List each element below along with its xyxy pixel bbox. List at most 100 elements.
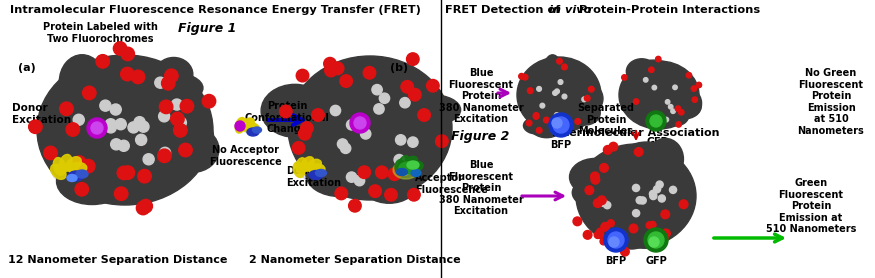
Circle shape	[335, 187, 347, 200]
Circle shape	[408, 137, 418, 147]
Circle shape	[591, 175, 599, 184]
Ellipse shape	[638, 60, 669, 76]
Ellipse shape	[393, 161, 419, 179]
Circle shape	[348, 200, 361, 212]
Circle shape	[235, 121, 245, 131]
Circle shape	[81, 159, 95, 173]
Ellipse shape	[296, 158, 307, 174]
Circle shape	[131, 70, 144, 84]
Circle shape	[679, 110, 684, 115]
Circle shape	[609, 142, 618, 151]
Circle shape	[653, 112, 658, 117]
Circle shape	[604, 228, 628, 252]
Circle shape	[408, 188, 420, 201]
Circle shape	[588, 86, 594, 92]
Ellipse shape	[57, 158, 128, 205]
Text: Separated
Protein
Molecules: Separated Protein Molecules	[578, 103, 634, 136]
Text: 2 Nanometer Separation Distance: 2 Nanometer Separation Distance	[249, 255, 461, 265]
Text: Blue
Fluorescent
Protein
380 Nanometer
Excitation: Blue Fluorescent Protein 380 Nanometer E…	[438, 160, 523, 216]
Circle shape	[686, 73, 691, 78]
Circle shape	[553, 91, 557, 95]
Ellipse shape	[240, 118, 255, 130]
Circle shape	[599, 163, 608, 172]
Ellipse shape	[668, 93, 701, 119]
Circle shape	[555, 89, 559, 94]
Circle shape	[400, 98, 410, 108]
Ellipse shape	[539, 107, 556, 125]
Circle shape	[118, 140, 130, 151]
Circle shape	[692, 97, 697, 102]
Circle shape	[29, 120, 42, 133]
Ellipse shape	[517, 57, 601, 133]
Ellipse shape	[576, 144, 696, 248]
Circle shape	[407, 53, 419, 65]
Ellipse shape	[306, 159, 321, 172]
Ellipse shape	[646, 65, 679, 81]
Text: GFP: GFP	[646, 137, 668, 147]
Circle shape	[117, 166, 130, 180]
Ellipse shape	[616, 227, 648, 249]
Circle shape	[555, 113, 559, 117]
Circle shape	[648, 232, 656, 240]
Text: (a): (a)	[18, 63, 36, 73]
Circle shape	[136, 134, 147, 145]
Text: BFP: BFP	[606, 256, 626, 266]
Circle shape	[652, 238, 659, 245]
Ellipse shape	[404, 157, 417, 168]
Circle shape	[634, 99, 639, 104]
Circle shape	[526, 120, 532, 126]
Circle shape	[593, 199, 602, 207]
Circle shape	[325, 64, 337, 77]
Ellipse shape	[666, 96, 697, 112]
Circle shape	[358, 166, 370, 178]
Circle shape	[369, 185, 382, 197]
Circle shape	[649, 221, 656, 228]
Ellipse shape	[574, 83, 603, 114]
Ellipse shape	[253, 127, 262, 133]
Circle shape	[385, 188, 397, 201]
Ellipse shape	[51, 164, 66, 179]
Circle shape	[604, 202, 611, 209]
Ellipse shape	[660, 196, 691, 222]
Text: Donor
Excitation: Donor Excitation	[12, 103, 71, 125]
Circle shape	[676, 122, 682, 127]
Circle shape	[536, 86, 542, 91]
Circle shape	[105, 122, 116, 133]
Circle shape	[598, 196, 606, 205]
Ellipse shape	[399, 162, 417, 174]
Circle shape	[324, 58, 336, 70]
Circle shape	[661, 234, 668, 241]
Circle shape	[658, 195, 665, 202]
Ellipse shape	[235, 118, 246, 133]
Circle shape	[401, 164, 410, 175]
Ellipse shape	[136, 147, 191, 185]
Ellipse shape	[396, 160, 405, 175]
Ellipse shape	[529, 112, 564, 138]
Circle shape	[591, 172, 599, 181]
Ellipse shape	[155, 58, 192, 91]
Circle shape	[556, 123, 563, 128]
Text: 12 Nanometer Separation Distance: 12 Nanometer Separation Distance	[9, 255, 228, 265]
Circle shape	[164, 69, 178, 83]
Circle shape	[654, 186, 661, 193]
Circle shape	[105, 119, 116, 130]
Circle shape	[552, 118, 562, 128]
Circle shape	[534, 113, 539, 118]
Circle shape	[354, 117, 366, 129]
Text: Protein-Protein Interactions: Protein-Protein Interactions	[575, 5, 760, 15]
Circle shape	[350, 113, 370, 133]
Circle shape	[621, 75, 627, 80]
Ellipse shape	[288, 56, 452, 200]
Circle shape	[340, 143, 351, 153]
Ellipse shape	[648, 138, 683, 180]
Circle shape	[646, 222, 653, 229]
Circle shape	[594, 232, 601, 239]
Text: Protein
Conformational
Change: Protein Conformational Change	[245, 101, 329, 134]
Circle shape	[696, 82, 702, 88]
Circle shape	[114, 42, 127, 55]
Circle shape	[584, 230, 592, 239]
Circle shape	[379, 93, 389, 103]
Circle shape	[553, 117, 569, 133]
Circle shape	[643, 78, 648, 82]
Circle shape	[636, 197, 643, 204]
